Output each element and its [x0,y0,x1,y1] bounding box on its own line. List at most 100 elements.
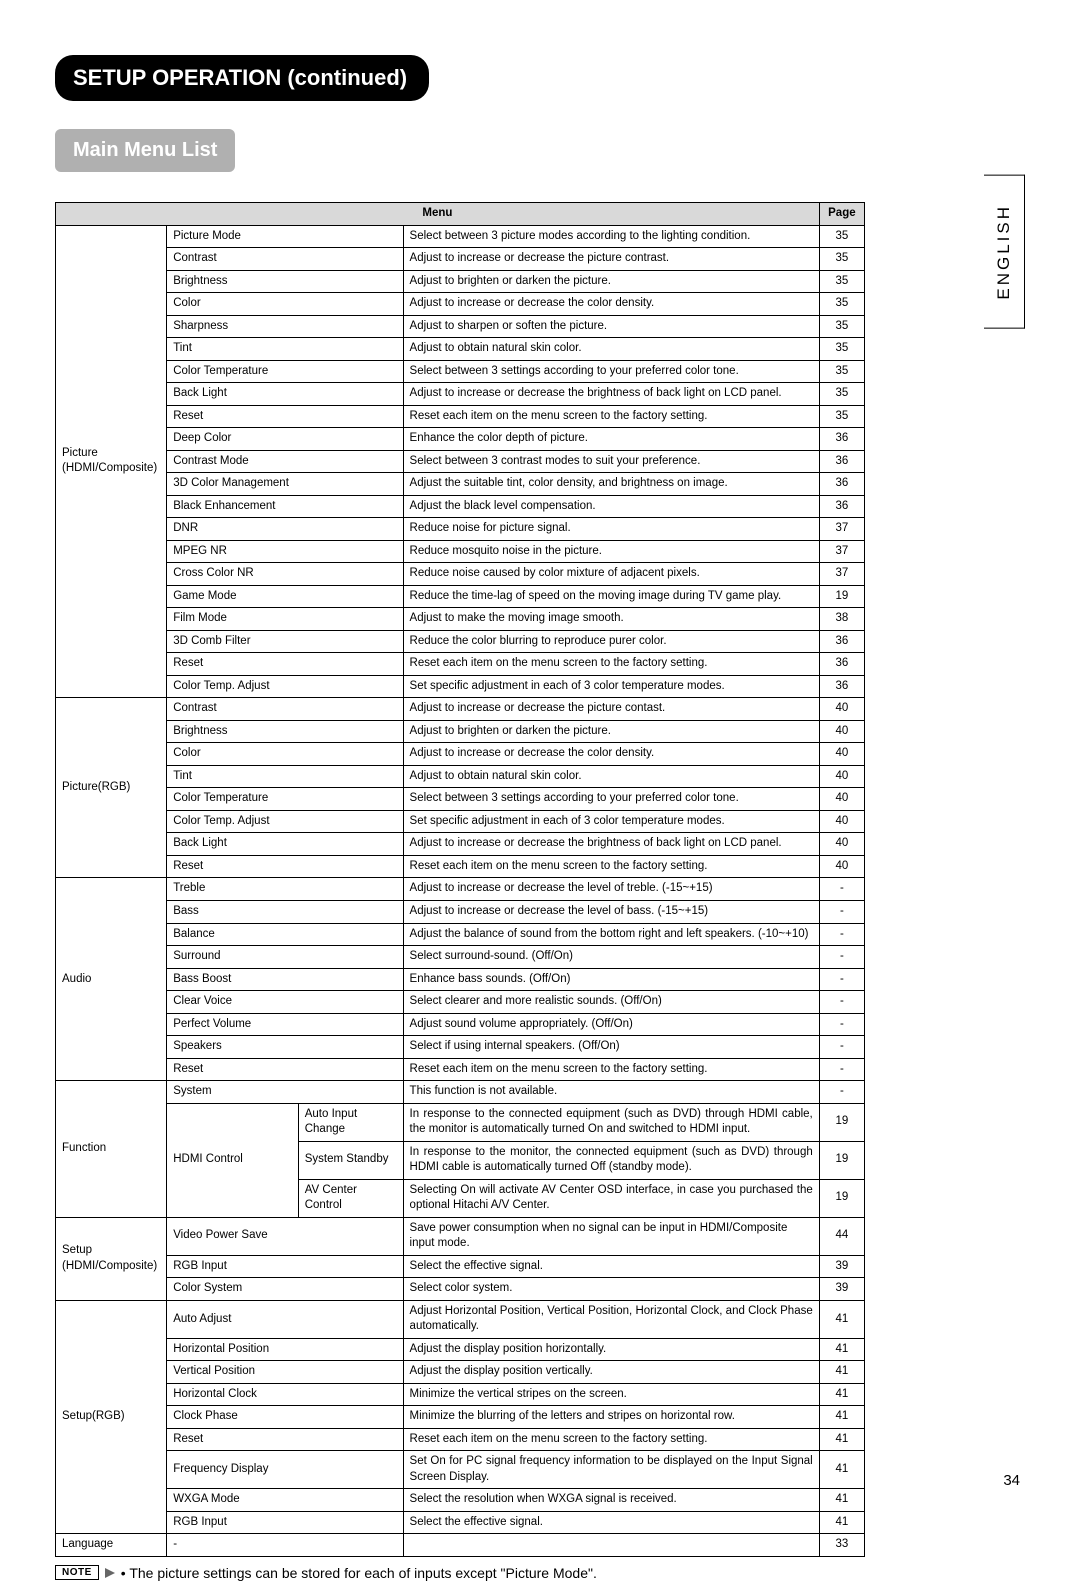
menu-item: Game Mode [167,585,403,608]
menu-subitem: System Standby [298,1141,403,1179]
menu-desc: Set On for PC signal frequency informati… [403,1451,819,1489]
menu-desc: Adjust the suitable tint, color density,… [403,473,819,496]
menu-page: - [819,923,864,946]
menu-page: 36 [819,675,864,698]
menu-page: 36 [819,450,864,473]
menu-desc: Set specific adjustment in each of 3 col… [403,810,819,833]
table-row: Bass BoostEnhance bass sounds. (Off/On)- [56,968,865,991]
menu-item: Tint [167,338,403,361]
menu-desc: Minimize the blurring of the letters and… [403,1406,819,1429]
note-badge: NOTE [55,1565,99,1580]
table-row: SharpnessAdjust to sharpen or soften the… [56,315,865,338]
menu-page: 41 [819,1361,864,1384]
table-row: RGB InputSelect the effective signal.41 [56,1511,865,1534]
table-row: Game ModeReduce the time-lag of speed on… [56,585,865,608]
table-row: Deep ColorEnhance the color depth of pic… [56,428,865,451]
menu-desc: Reset each item on the menu screen to th… [403,1058,819,1081]
menu-page: 41 [819,1406,864,1429]
menu-item: Sharpness [167,315,403,338]
menu-page: 35 [819,225,864,248]
menu-item: Reset [167,653,403,676]
category-cell: Audio [56,878,167,1081]
menu-page: 40 [819,720,864,743]
menu-subitem: Auto Input Change [298,1103,403,1141]
menu-desc: Select if using internal speakers. (Off/… [403,1036,819,1059]
menu-page: 36 [819,630,864,653]
table-row: SurroundSelect surround-sound. (Off/On)- [56,946,865,969]
menu-item: Surround [167,946,403,969]
category-cell: Language [56,1534,167,1557]
header-menu: Menu [56,203,820,226]
menu-item: WXGA Mode [167,1489,403,1512]
menu-item: Reset [167,405,403,428]
menu-desc: Select the effective signal. [403,1255,819,1278]
table-row: ColorAdjust to increase or decrease the … [56,743,865,766]
table-row: Vertical PositionAdjust the display posi… [56,1361,865,1384]
category-cell: Setup(HDMI/Composite) [56,1217,167,1300]
menu-page: - [819,1058,864,1081]
menu-desc: Select surround-sound. (Off/On) [403,946,819,969]
menu-item: 3D Color Management [167,473,403,496]
menu-item: Reset [167,1428,403,1451]
table-row: BassAdjust to increase or decrease the l… [56,900,865,923]
menu-item: Back Light [167,833,403,856]
menu-item: 3D Comb Filter [167,630,403,653]
menu-desc: Adjust to increase or decrease the brigh… [403,383,819,406]
table-row: Language-33 [56,1534,865,1557]
menu-item: Horizontal Clock [167,1383,403,1406]
menu-desc: Adjust Horizontal Position, Vertical Pos… [403,1300,819,1338]
menu-desc: Select color system. [403,1278,819,1301]
table-row: ResetReset each item on the menu screen … [56,653,865,676]
category-cell: Picture(RGB) [56,698,167,878]
menu-page: 35 [819,338,864,361]
menu-page: 41 [819,1489,864,1512]
menu-page: 40 [819,743,864,766]
table-row: ResetReset each item on the menu screen … [56,405,865,428]
menu-desc: Set specific adjustment in each of 3 col… [403,675,819,698]
menu-item: Vertical Position [167,1361,403,1384]
menu-page: 36 [819,473,864,496]
table-row: ColorAdjust to increase or decrease the … [56,293,865,316]
menu-page: 36 [819,428,864,451]
menu-desc: Reduce the time-lag of speed on the movi… [403,585,819,608]
note-text: • The picture settings can be stored for… [121,1565,597,1581]
table-row: Color SystemSelect color system.39 [56,1278,865,1301]
table-row: Color Temp. AdjustSet specific adjustmen… [56,675,865,698]
menu-page: 35 [819,293,864,316]
table-row: FunctionSystemThis function is not avail… [56,1081,865,1104]
menu-page: 35 [819,405,864,428]
menu-desc: Select between 3 contrast modes to suit … [403,450,819,473]
table-row: AudioTrebleAdjust to increase or decreas… [56,878,865,901]
table-row: SpeakersSelect if using internal speaker… [56,1036,865,1059]
table-row: BrightnessAdjust to brighten or darken t… [56,270,865,293]
menu-item: System [167,1081,403,1104]
menu-desc: Enhance the color depth of picture. [403,428,819,451]
menu-page: - [819,1013,864,1036]
menu-desc: Adjust sound volume appropriately. (Off/… [403,1013,819,1036]
menu-item: Brightness [167,270,403,293]
menu-page: 41 [819,1300,864,1338]
menu-desc: Adjust the display position vertically. [403,1361,819,1384]
menu-item: Frequency Display [167,1451,403,1489]
table-row: Color TemperatureSelect between 3 settin… [56,360,865,383]
table-header-row: Menu Page [56,203,865,226]
menu-desc: Adjust to brighten or darken the picture… [403,720,819,743]
table-row: Horizontal PositionAdjust the display po… [56,1338,865,1361]
table-row: ContrastAdjust to increase or decrease t… [56,248,865,271]
menu-item: Contrast [167,248,403,271]
menu-desc: Select between 3 settings according to y… [403,360,819,383]
menu-page: 38 [819,608,864,631]
menu-item: Reset [167,1058,403,1081]
language-tab: ENGLISH [984,175,1025,329]
menu-desc: Select between 3 settings according to y… [403,788,819,811]
page-number: 34 [1003,1472,1020,1489]
menu-page: 37 [819,540,864,563]
menu-page: 37 [819,518,864,541]
menu-desc: Adjust to increase or decrease the pictu… [403,248,819,271]
menu-item: Color Temp. Adjust [167,810,403,833]
menu-desc: Select the resolution when WXGA signal i… [403,1489,819,1512]
arrow-icon [105,1568,115,1578]
table-row: Color TemperatureSelect between 3 settin… [56,788,865,811]
menu-item: Color Temperature [167,360,403,383]
menu-page: - [819,900,864,923]
